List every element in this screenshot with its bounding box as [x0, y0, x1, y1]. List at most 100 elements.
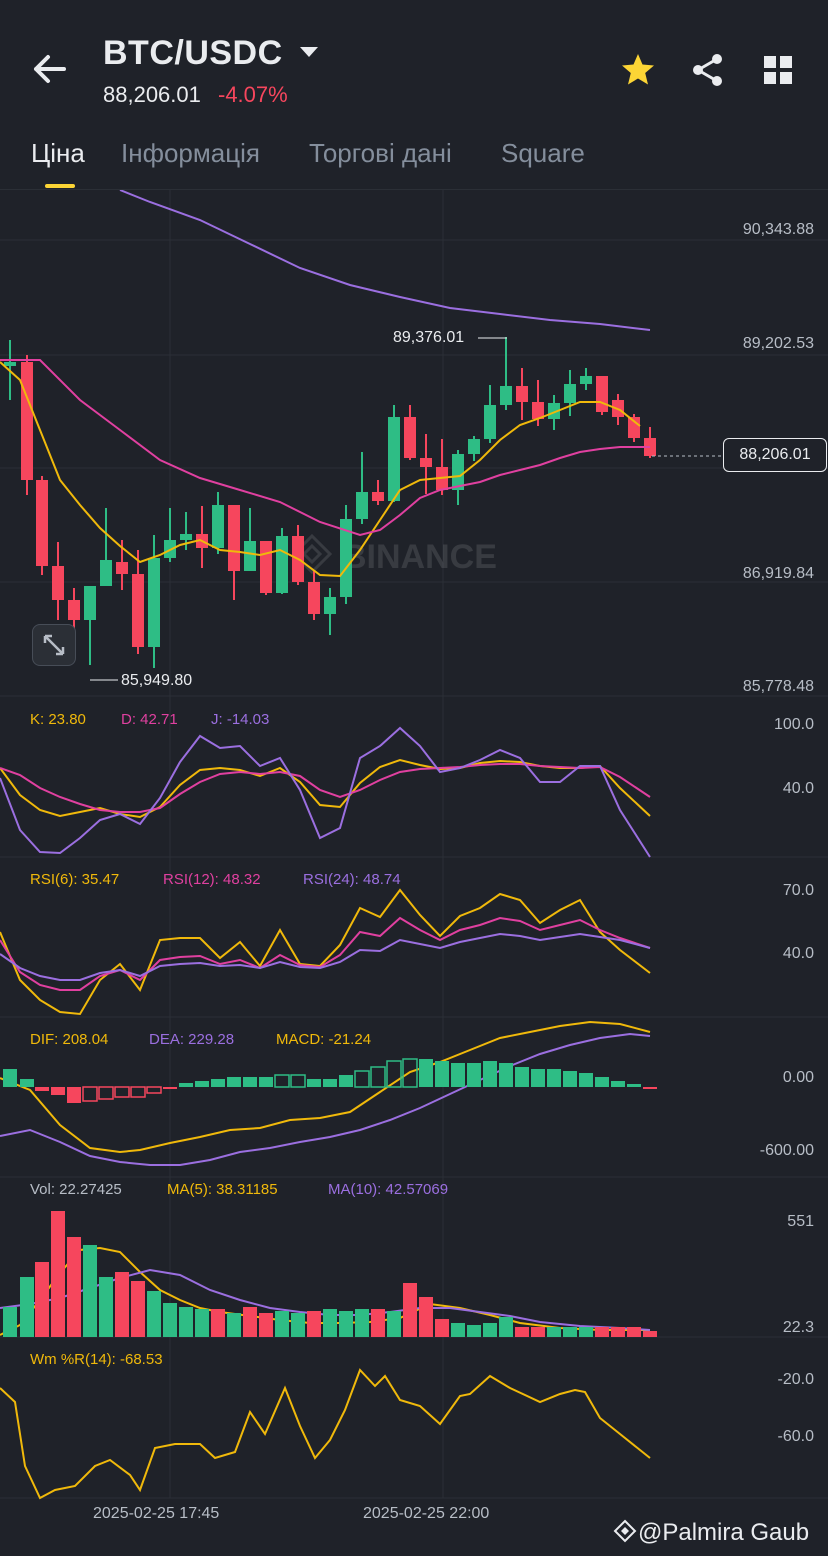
grid-icon[interactable]	[763, 55, 793, 85]
volume-bar	[211, 1309, 225, 1337]
volume-bar	[435, 1319, 449, 1337]
volume-bar	[547, 1327, 561, 1337]
volume-bar	[323, 1309, 337, 1337]
candle	[100, 508, 112, 586]
macd-bar	[627, 1084, 641, 1087]
active-tab-indicator	[45, 184, 75, 188]
candle	[324, 588, 336, 635]
candle-body	[21, 362, 33, 480]
vol-ma10-label: MA(10): 42.57069	[328, 1181, 449, 1198]
volume-bar	[131, 1281, 145, 1337]
header: BTC/USDC 88,206.01 -4.07% Ціна Інформаці…	[0, 0, 828, 190]
candle-body	[116, 562, 128, 574]
wr-line	[0, 1368, 651, 1500]
pair-title[interactable]: BTC/USDC	[103, 34, 283, 72]
volume-bar	[355, 1309, 369, 1337]
macd-bar	[611, 1081, 625, 1087]
macd-bar	[643, 1087, 657, 1089]
macd-bar	[307, 1079, 321, 1087]
back-arrow-icon[interactable]	[30, 52, 70, 86]
kdj-axis-1: 100.0	[773, 716, 814, 733]
kdj-k-label: K: 23.80	[30, 711, 86, 728]
wr-axis-1: -20.0	[777, 1371, 814, 1388]
volume-bar	[67, 1237, 81, 1337]
macd-bar	[579, 1073, 593, 1087]
star-icon[interactable]	[620, 52, 656, 88]
candle-body	[628, 417, 640, 438]
candle-body	[84, 586, 96, 620]
candle	[420, 434, 432, 494]
tab-info[interactable]: Інформація	[121, 138, 260, 168]
candle	[196, 506, 208, 568]
candle-body	[68, 600, 80, 620]
candle-body	[404, 417, 416, 458]
chart-canvas[interactable]: BINANCE	[0, 190, 828, 1510]
macd-dea-label: DEA: 229.28	[149, 1031, 235, 1048]
expand-icon[interactable]	[32, 624, 76, 666]
rsi12-label: RSI(12): 48.32	[163, 871, 261, 888]
macd-bar	[3, 1069, 17, 1087]
candle-body	[308, 582, 320, 614]
tab-trade-data[interactable]: Торгові дані	[309, 138, 452, 168]
volume-bar	[371, 1309, 385, 1337]
macd-bar	[227, 1077, 241, 1087]
macd-bar	[515, 1067, 529, 1087]
candle-body	[516, 386, 528, 402]
ma99-line	[119, 190, 651, 331]
macd-axis-1: 0.00	[782, 1069, 814, 1086]
candle	[516, 368, 528, 420]
candle-body	[484, 405, 496, 439]
macd-bar	[531, 1069, 545, 1087]
volume-bar	[259, 1313, 273, 1337]
chevron-down-icon[interactable]	[298, 44, 320, 60]
candle-body	[420, 458, 432, 467]
candle	[52, 542, 64, 620]
candle-body	[580, 376, 592, 384]
tab-price[interactable]: Ціна	[31, 138, 85, 168]
candle-body	[52, 566, 64, 600]
volume-bar	[115, 1272, 129, 1337]
candle	[436, 439, 448, 495]
candle	[372, 480, 384, 505]
macd-bar	[51, 1087, 65, 1095]
macd-bar	[483, 1061, 497, 1087]
macd-dif-label: DIF: 208.04	[30, 1031, 109, 1048]
candle	[452, 450, 464, 505]
macd-bar	[130, 1086, 146, 1098]
candle-body	[564, 384, 576, 403]
candle	[564, 370, 576, 416]
macd-bar	[402, 1058, 418, 1088]
vol-axis-2: 22.3	[782, 1319, 814, 1336]
candle	[36, 476, 48, 575]
chart-grid	[0, 190, 828, 1499]
candle-body	[532, 402, 544, 419]
indicator-lines	[0, 726, 651, 1500]
candle-body	[212, 505, 224, 548]
vol-ma5-label: MA(5): 38.31185	[167, 1181, 278, 1198]
candle-body	[148, 558, 160, 647]
macd-bar	[563, 1071, 577, 1087]
rsi24-line	[0, 932, 651, 981]
candle	[468, 436, 480, 461]
volume-bar	[227, 1313, 241, 1337]
macd-bar	[435, 1061, 449, 1087]
macd-bar	[274, 1074, 290, 1088]
candle	[276, 528, 288, 594]
volume-bar	[179, 1307, 193, 1337]
macd-bar	[290, 1074, 306, 1088]
volume-bar	[99, 1277, 113, 1337]
volume-bar	[339, 1311, 353, 1337]
macd-bar	[339, 1075, 353, 1087]
tab-square[interactable]: Square	[501, 138, 585, 168]
time-axis-label-2: 2025-02-25 22:00	[363, 1505, 490, 1522]
header-divider	[0, 189, 828, 190]
candle	[388, 405, 400, 502]
user-watermark: @Palmira Gaub	[612, 1518, 809, 1547]
macd-bar	[98, 1086, 114, 1100]
candle	[132, 550, 144, 654]
share-icon[interactable]	[690, 52, 726, 88]
volume-bar	[195, 1309, 209, 1337]
macd-bar	[370, 1066, 386, 1088]
candle	[164, 508, 176, 562]
volume-bar	[35, 1262, 49, 1337]
